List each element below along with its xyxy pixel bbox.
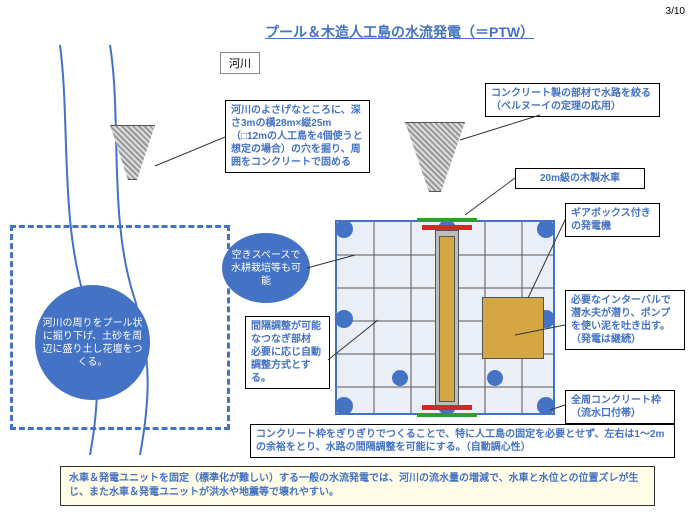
note-frame-fit: コンクリート枠をぎりぎりでつくることで、特に人工島の固定を必要とせず、左右は1～… bbox=[250, 424, 675, 458]
note-bottom: 水車＆発電ユニットを固定（標準化が難しい）する一般の水流発電では、河川の流水量の… bbox=[60, 466, 655, 506]
